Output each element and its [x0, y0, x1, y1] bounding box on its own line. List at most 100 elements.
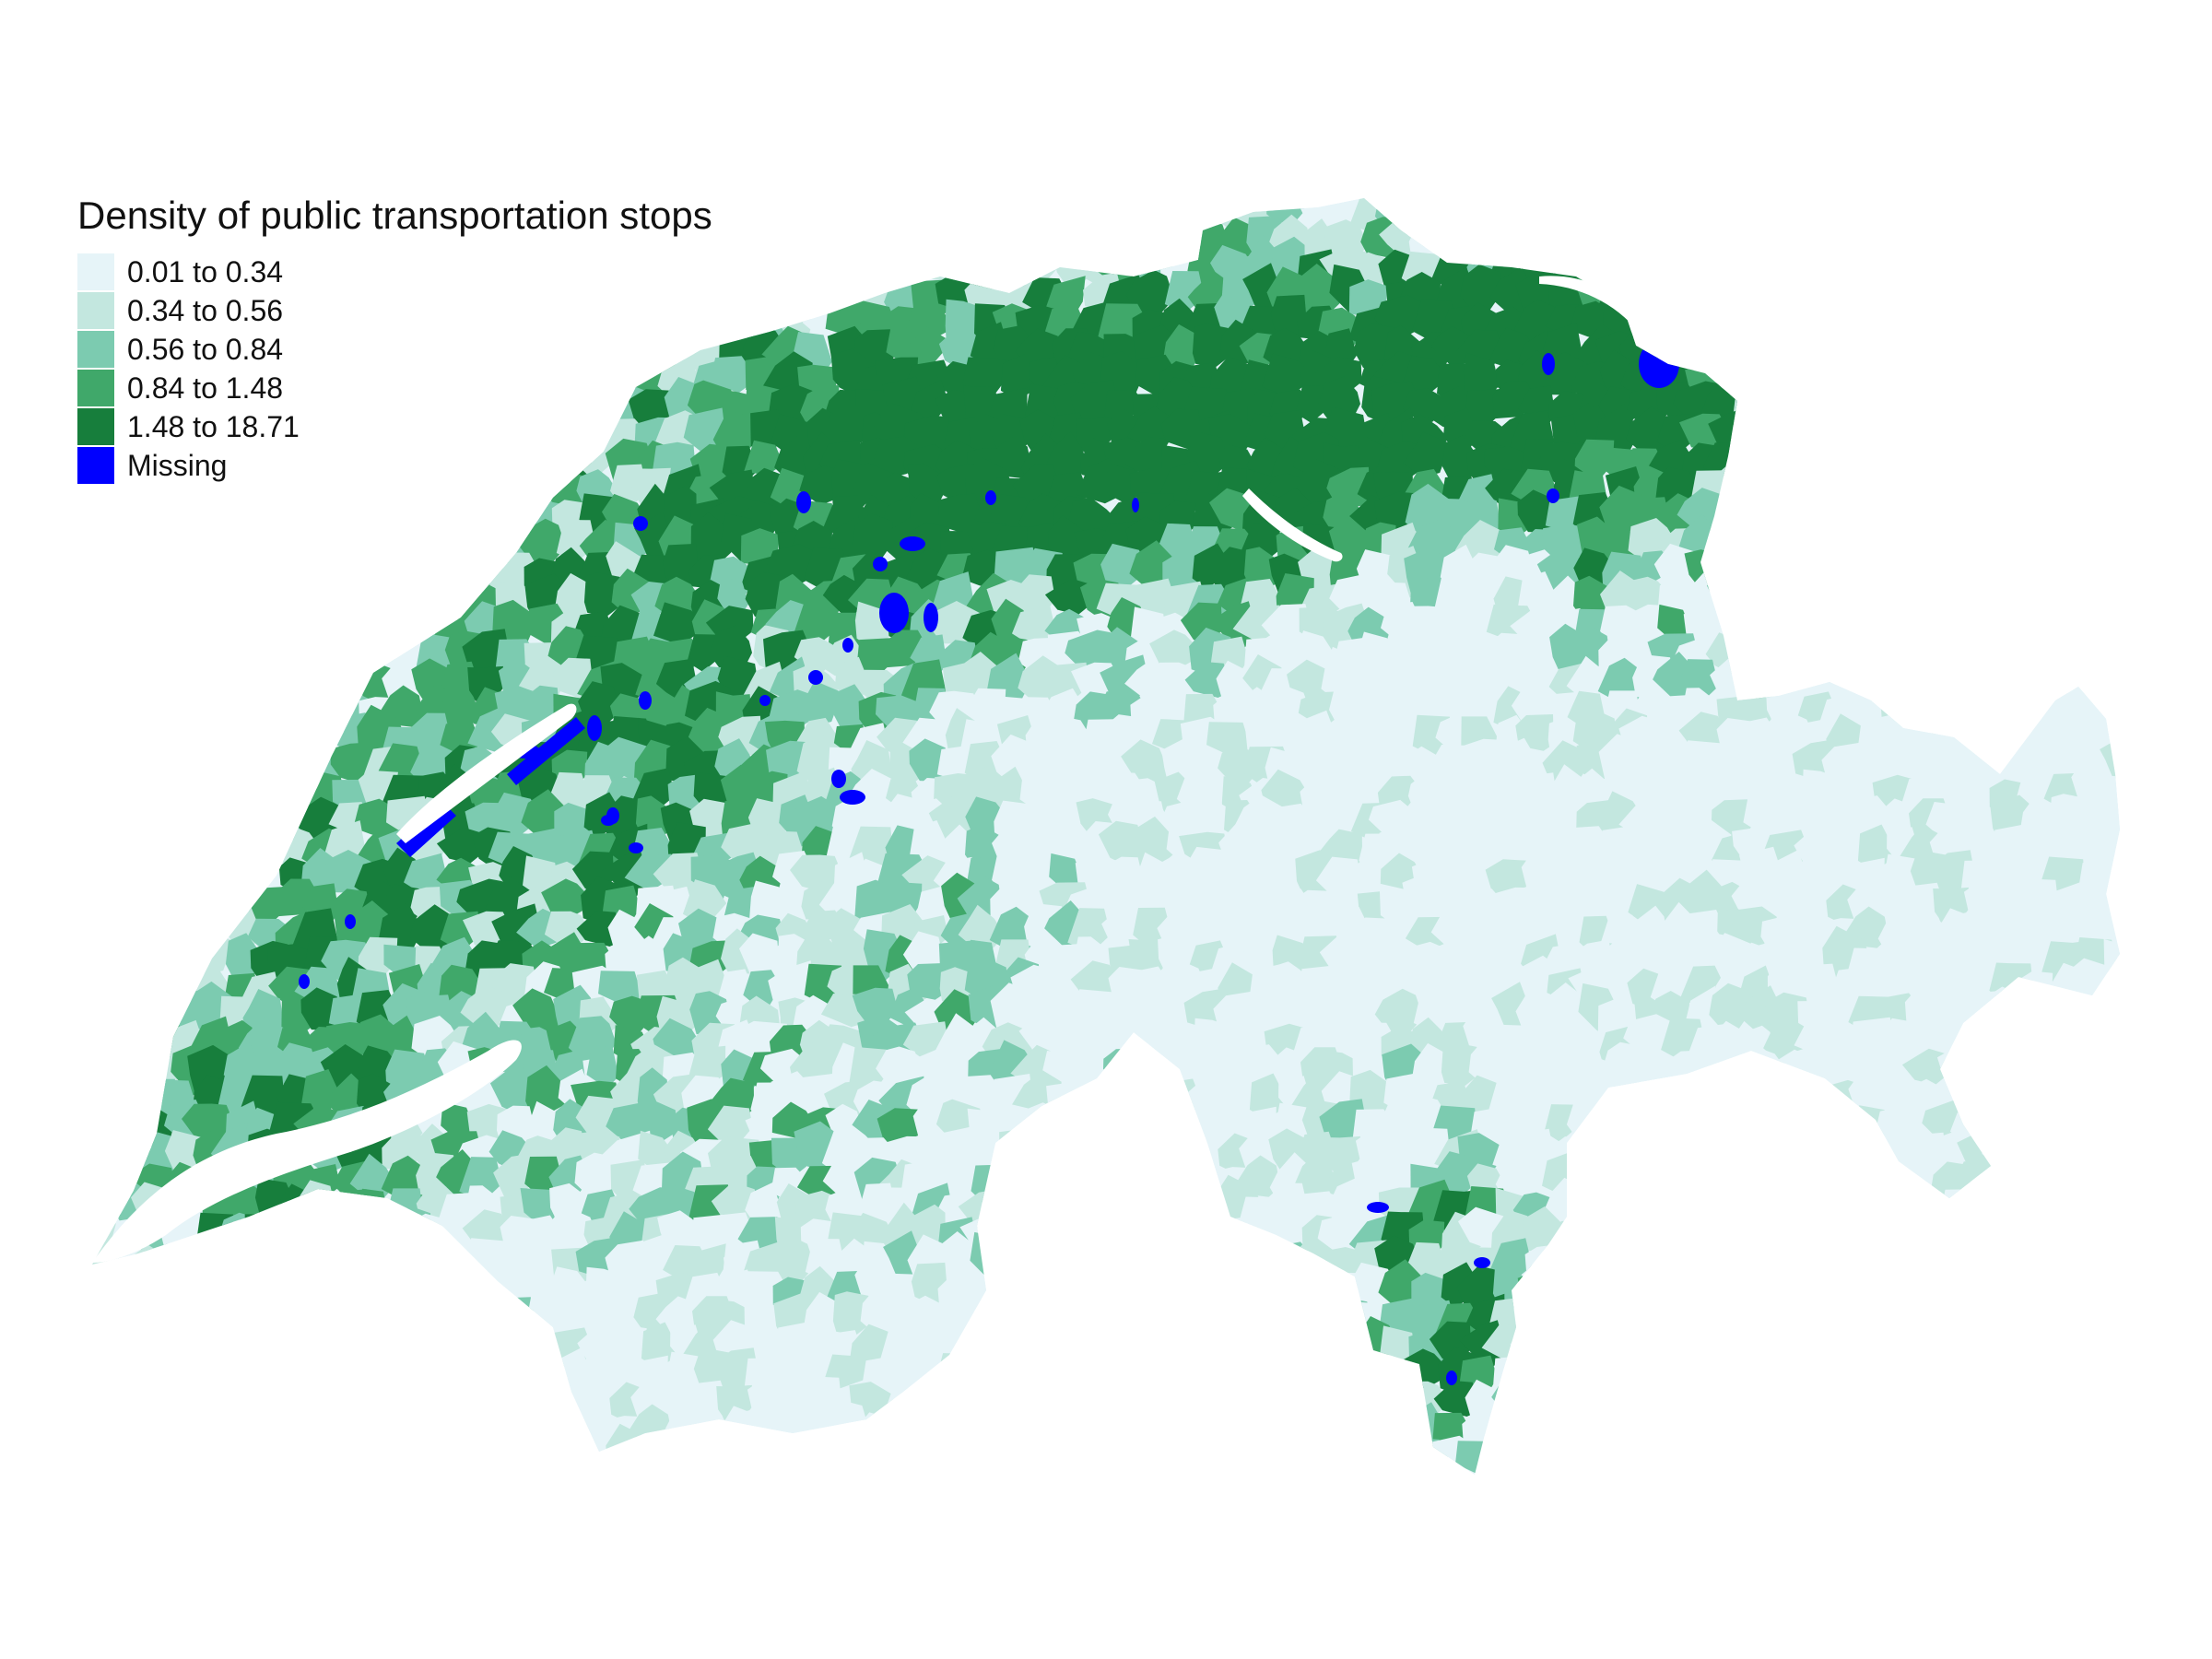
municipality-region	[1785, 1265, 1840, 1314]
municipality-region	[92, 579, 99, 620]
municipality-region	[1325, 720, 1361, 759]
municipality-region	[1600, 1440, 1639, 1475]
municipality-region	[133, 1269, 181, 1310]
municipality-region	[1626, 1126, 1668, 1173]
municipality-region	[1321, 198, 1370, 201]
municipality-region	[902, 1321, 957, 1365]
municipality-region	[1817, 1189, 1856, 1238]
municipality-region	[882, 198, 924, 234]
municipality-region	[1709, 294, 1758, 340]
municipality-region	[2040, 1373, 2085, 1418]
municipality-region	[2066, 1351, 2119, 1392]
municipality-region	[447, 1375, 488, 1430]
municipality-region	[1511, 1072, 1565, 1116]
municipality-region	[1763, 1268, 1810, 1309]
municipality-region	[276, 528, 324, 566]
municipality-region	[213, 519, 260, 562]
municipality-region	[1650, 1133, 1698, 1174]
municipality-region	[142, 1331, 182, 1374]
municipality-region	[1068, 1353, 1124, 1399]
municipality-region	[1578, 1293, 1621, 1340]
municipality-region	[330, 1411, 374, 1451]
municipality-region	[1735, 198, 1785, 237]
municipality-region	[47, 1135, 87, 1183]
municipality-region	[1194, 1427, 1233, 1475]
municipality-region	[2069, 467, 2111, 512]
municipality-region	[1651, 1074, 1698, 1119]
missing-data-region	[587, 715, 602, 741]
municipality-region	[1898, 577, 1940, 619]
municipality-region	[1606, 1350, 1650, 1400]
municipality-region	[1652, 1150, 1703, 1197]
municipality-region	[1760, 470, 1808, 508]
municipality-region	[688, 1440, 731, 1475]
municipality-region	[1737, 329, 1788, 373]
municipality-region	[1682, 1397, 1728, 1449]
municipality-region	[1802, 1178, 1841, 1229]
legend-swatch	[77, 253, 114, 290]
municipality-region	[92, 656, 118, 707]
municipality-region	[989, 1275, 1037, 1316]
municipality-region	[1155, 1266, 1203, 1313]
municipality-region	[327, 1262, 372, 1312]
municipality-region	[50, 493, 88, 530]
municipality-region	[2100, 1124, 2120, 1175]
municipality-region	[214, 638, 260, 678]
municipality-region	[142, 658, 182, 701]
municipality-region	[443, 1399, 488, 1450]
municipality-region	[910, 244, 956, 281]
municipality-region	[1740, 243, 1784, 287]
municipality-region	[1105, 1357, 1143, 1402]
municipality-region	[1950, 417, 2002, 457]
municipality-region	[137, 487, 183, 538]
municipality-region	[1786, 1160, 1841, 1206]
municipality-region	[1598, 629, 1641, 672]
municipality-region	[1989, 383, 2028, 433]
municipality-region	[1733, 410, 1783, 452]
municipality-region	[908, 380, 949, 424]
municipality-region	[1550, 1241, 1592, 1278]
municipality-region	[160, 1273, 209, 1314]
missing-data-region	[1132, 498, 1139, 512]
municipality-region	[1937, 300, 1981, 344]
municipality-region	[2043, 198, 2088, 240]
municipality-region	[1989, 962, 2033, 1006]
municipality-region	[353, 1380, 402, 1423]
missing-data-region	[299, 974, 310, 989]
municipality-region	[1956, 246, 2007, 296]
municipality-region	[410, 1435, 458, 1475]
municipality-region	[216, 648, 271, 694]
municipality-region	[1821, 1211, 1867, 1260]
municipality-region	[1884, 276, 1930, 320]
municipality-region	[475, 521, 516, 564]
municipality-region	[1690, 1322, 1728, 1366]
municipality-region	[186, 1439, 229, 1475]
municipality-region	[195, 796, 240, 841]
municipality-region	[251, 549, 288, 595]
municipality-region	[251, 497, 288, 534]
municipality-region	[1848, 1236, 1887, 1294]
municipality-region	[112, 761, 156, 814]
missing-data-region	[759, 695, 771, 706]
municipality-region	[105, 547, 147, 596]
municipality-region	[1744, 1433, 1784, 1475]
municipality-region	[191, 714, 241, 753]
municipality-region	[102, 1430, 152, 1471]
municipality-region	[1129, 198, 1172, 233]
municipality-region	[1018, 1217, 1065, 1266]
municipality-region	[1906, 1246, 1952, 1288]
municipality-region	[603, 1324, 647, 1362]
municipality-region	[1013, 1439, 1054, 1475]
municipality-region	[1743, 1246, 1781, 1282]
municipality-region	[1683, 1296, 1724, 1342]
municipality-region	[361, 571, 403, 616]
municipality-region	[166, 684, 202, 734]
municipality-region	[1827, 573, 1866, 616]
municipality-region	[92, 848, 128, 892]
municipality-region	[1821, 1427, 1866, 1469]
municipality-region	[1924, 1378, 1968, 1422]
municipality-region	[1002, 1344, 1047, 1394]
municipality-region	[1853, 570, 1886, 615]
lake-shape	[1539, 276, 1650, 336]
municipality-region	[1872, 198, 1923, 237]
